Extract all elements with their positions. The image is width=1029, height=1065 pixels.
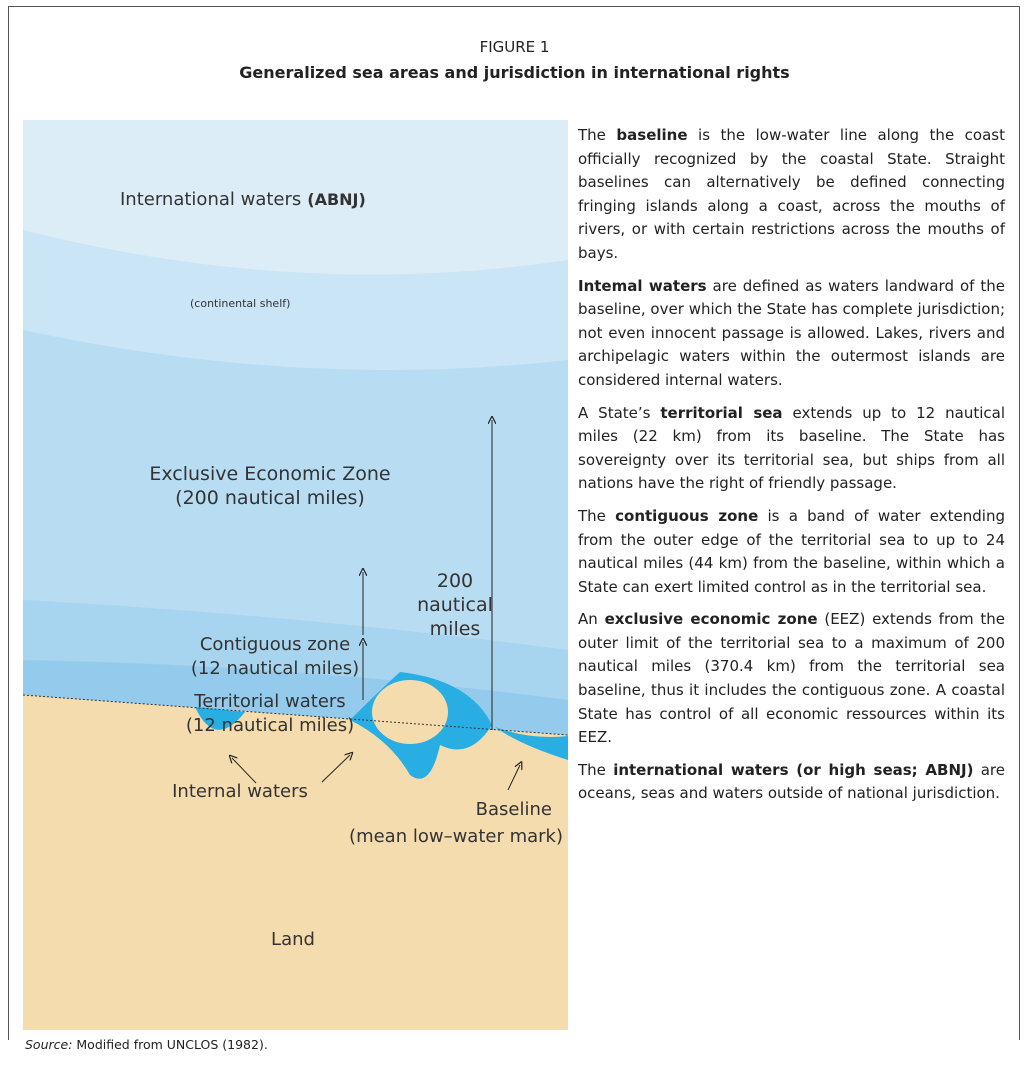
diagram-label: (continental shelf) — [190, 297, 290, 310]
paragraph: The contiguous zone is a band of water e… — [578, 505, 1005, 599]
diagram-label: Internal waters — [172, 781, 308, 802]
text-run: A State’s — [578, 403, 661, 422]
internal-water — [195, 707, 245, 730]
bold-run: international waters (or high seas; ABNJ… — [613, 760, 974, 779]
baseline-line — [23, 694, 568, 736]
diagram-label: nautical — [417, 594, 493, 616]
bold-run: contiguous zone — [615, 506, 759, 525]
paragraph: The international waters (or high seas; … — [578, 759, 1005, 806]
text-run: are defined as waters landward of the ba… — [578, 276, 1005, 389]
diagram-label: Contiguous zone — [200, 634, 350, 655]
diagram-label: Territorial waters — [193, 691, 345, 712]
text-run: The — [578, 760, 614, 779]
text-run: is the low-water line along the coast of… — [578, 126, 1005, 262]
diagram-label: (200 nautical miles) — [175, 487, 365, 509]
diagram-label: miles — [430, 618, 481, 640]
text-run: The — [578, 126, 617, 144]
label-part: (ABNJ) — [307, 190, 366, 209]
paragraph: An exclusive economic zone (EEZ) extends… — [578, 608, 1005, 750]
label-part: International waters — [120, 189, 301, 210]
text-run: An — [578, 610, 605, 629]
diagram: International waters (ABNJ) (continental … — [23, 120, 568, 1030]
source: Source: Modified from UNCLOS (1982). — [25, 1037, 268, 1052]
land — [23, 695, 568, 1030]
figure-label: FIGURE 1 — [479, 38, 550, 56]
diagram-label: Land — [271, 929, 315, 950]
arrow — [507, 765, 520, 791]
diagram-label: 200 — [437, 570, 473, 592]
bold-run: territorial sea — [660, 403, 783, 422]
diagram-label: (12 nautical miles) — [186, 715, 354, 736]
arrow — [321, 755, 350, 783]
diagram-label: Baseline — [476, 799, 552, 820]
source-text: Modified from UNCLOS (1982). — [72, 1037, 268, 1052]
frame — [8, 6, 1020, 1040]
text-panel: The baseline is the low-water line along… — [578, 124, 1005, 815]
diagram-label: Exclusive Economic Zone — [149, 463, 390, 485]
paragraph: A State’s territorial sea extends up to … — [578, 402, 1005, 496]
source-label: Source: — [25, 1037, 73, 1052]
bold-run: exclusive economic zone — [604, 610, 818, 629]
text-run: extends up to 12 nautical miles (22 km) … — [578, 403, 1005, 493]
text-run: are oceans, seas and waters outside of n… — [578, 760, 1005, 803]
diagram-label: (mean low–water mark) — [349, 826, 563, 847]
figure-title: Generalized sea areas and jurisdiction i… — [239, 63, 790, 82]
text-run: (EEZ) extends from the outer limit of th… — [578, 610, 1005, 747]
text-run: The — [578, 506, 616, 525]
arrow — [232, 758, 257, 784]
paragraph: Intemal waters are defined as waters lan… — [578, 275, 1005, 393]
island — [372, 680, 448, 744]
diagram-label: International waters (ABNJ) — [120, 189, 366, 210]
internal-water — [495, 727, 568, 760]
paragraph: The baseline is the low-water line along… — [578, 124, 1005, 266]
bold-run: baseline — [616, 126, 688, 144]
bold-run: Intemal waters — [578, 276, 707, 295]
text-run: is a band of water extending from the ou… — [578, 506, 1005, 596]
diagram-label: (12 nautical miles) — [191, 658, 359, 679]
